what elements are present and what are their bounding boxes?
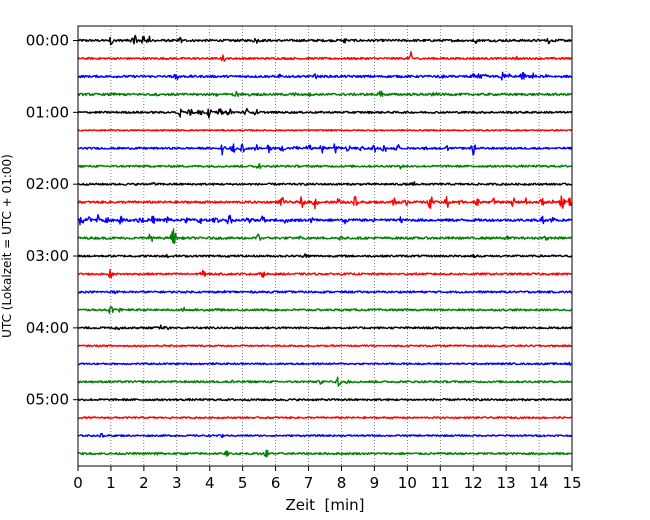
x-tick-label-10: 10 xyxy=(398,474,417,492)
x-tick-label-7: 7 xyxy=(304,474,314,492)
trace-0300 xyxy=(77,253,573,259)
y-tick-label-0200: 02:00 xyxy=(26,175,69,193)
trace-0245 xyxy=(77,228,573,245)
trace-0130 xyxy=(77,143,573,156)
y-tick-label-0400: 04:00 xyxy=(26,319,69,337)
x-axis-label: Zeit [min] xyxy=(285,496,364,514)
y-tick-label-0100: 01:00 xyxy=(26,103,69,121)
trace-0015 xyxy=(77,50,573,62)
x-tick-label-15: 15 xyxy=(562,474,581,492)
trace-0430 xyxy=(77,361,573,366)
trace-0230 xyxy=(77,213,573,226)
y-tick-label-0500: 05:00 xyxy=(26,391,69,409)
trace-0000 xyxy=(77,34,573,46)
x-tick-label-14: 14 xyxy=(530,474,549,492)
x-tick-label-2: 2 xyxy=(139,474,149,492)
x-tick-label-6: 6 xyxy=(271,474,281,492)
trace-0315 xyxy=(77,268,573,279)
trace-0415 xyxy=(77,344,573,348)
x-tick-label-3: 3 xyxy=(172,474,182,492)
y-axis-ticks: 00:00 01:00 02:00 03:00 04:00 05:00 xyxy=(26,32,78,409)
x-tick-label-11: 11 xyxy=(431,474,450,492)
plot-frame xyxy=(77,25,573,467)
x-tick-label-1: 1 xyxy=(106,474,116,492)
trace-0215 xyxy=(77,195,573,210)
x-tick-label-4: 4 xyxy=(205,474,215,492)
trace-0100 xyxy=(77,107,573,119)
y-axis-label: UTC (Lokalzeit = UTC + 01:00) xyxy=(0,154,14,338)
trace-0045 xyxy=(77,90,573,98)
vertical-grid xyxy=(110,26,540,466)
trace-series xyxy=(77,34,573,458)
x-tick-label-5: 5 xyxy=(238,474,248,492)
x-tick-label-9: 9 xyxy=(370,474,380,492)
x-tick-label-12: 12 xyxy=(464,474,483,492)
trace-0545 xyxy=(77,449,573,458)
trace-0400 xyxy=(77,324,573,331)
trace-0200 xyxy=(77,181,573,186)
trace-0145 xyxy=(77,163,573,170)
x-tick-label-8: 8 xyxy=(337,474,347,492)
trace-0115 xyxy=(77,128,573,132)
trace-0500 xyxy=(77,398,573,402)
trace-0330 xyxy=(77,289,573,295)
trace-0530 xyxy=(77,432,573,439)
y-tick-label-0000: 00:00 xyxy=(26,32,69,50)
trace-0030 xyxy=(77,71,573,81)
x-axis-ticks: 0 1 2 3 4 5 6 7 8 9 10 11 12 13 14 15 xyxy=(73,466,582,492)
trace-0345 xyxy=(77,306,573,315)
x-tick-label-0: 0 xyxy=(73,474,83,492)
y-tick-label-0300: 03:00 xyxy=(26,247,69,265)
x-tick-label-13: 13 xyxy=(497,474,516,492)
trace-0515 xyxy=(77,416,573,420)
trace-0445 xyxy=(77,376,573,387)
